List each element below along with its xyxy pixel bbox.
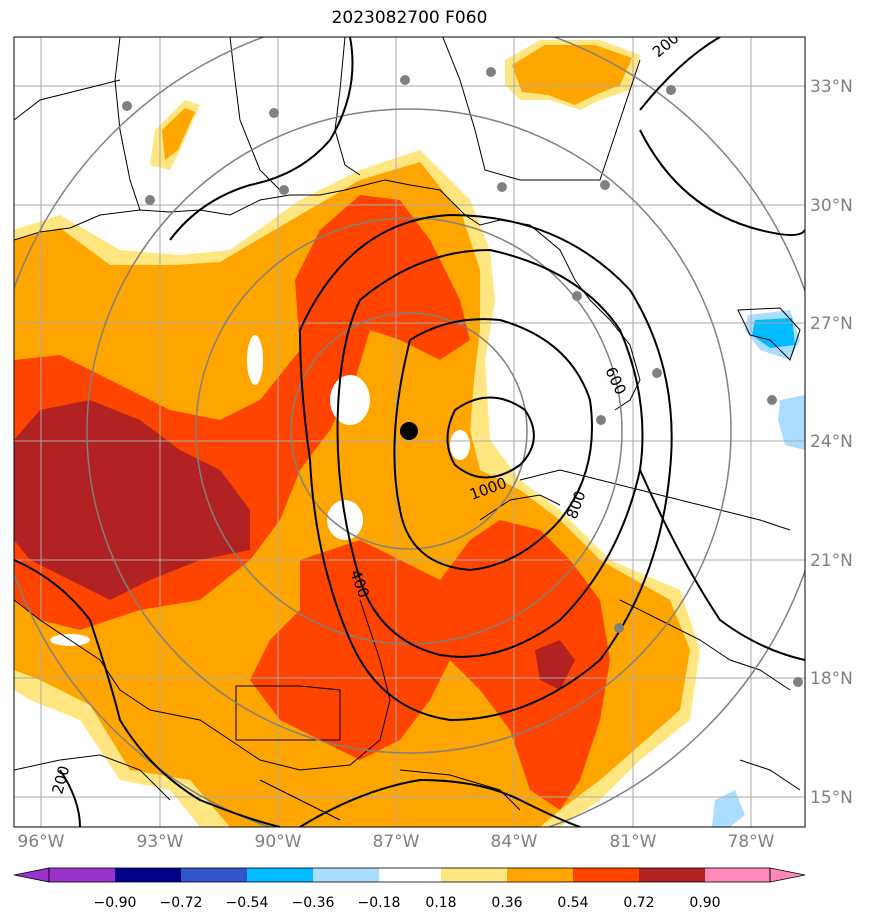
shade-cyan-east bbox=[752, 318, 795, 348]
shade-darkred bbox=[14, 400, 250, 600]
station-marker bbox=[486, 67, 496, 77]
colorbar-segment bbox=[639, 868, 705, 882]
colorbar-label: 0.90 bbox=[689, 895, 720, 911]
station-marker bbox=[572, 291, 582, 301]
contour-600 bbox=[336, 248, 644, 658]
colorbar-segment bbox=[247, 868, 313, 882]
colorbar-segment bbox=[507, 868, 573, 882]
lat-ticks: 33°N 30°N 27°N 24°N 21°N 18°N 15°N bbox=[810, 77, 853, 808]
lon-tick-label: 90°W bbox=[255, 832, 302, 852]
map-frame bbox=[13, 36, 806, 828]
colorbar-segment bbox=[49, 868, 115, 882]
colorbar-segment bbox=[181, 868, 247, 882]
colorbar-label: 0.18 bbox=[425, 895, 456, 911]
lat-tick-label: 15°N bbox=[810, 788, 853, 808]
station-marker bbox=[497, 182, 507, 192]
contour-200-north bbox=[169, 37, 354, 241]
station-marker bbox=[614, 623, 624, 633]
storm-center-marker bbox=[400, 422, 418, 440]
colorbar-label: 0.36 bbox=[491, 895, 522, 911]
colorbar-label: −0.90 bbox=[94, 895, 137, 911]
colorbar-extend-low bbox=[13, 867, 50, 883]
lon-ticks: 96°W 93°W 90°W 87°W 84°W 81°W 78°W bbox=[18, 832, 775, 852]
colorbar-segment bbox=[379, 868, 441, 882]
lon-tick-label: 81°W bbox=[610, 832, 657, 852]
colorbar-segment bbox=[313, 868, 379, 882]
colorbar-label: −0.36 bbox=[292, 895, 335, 911]
lon-tick-label: 84°W bbox=[491, 832, 538, 852]
colorbar-segment bbox=[441, 868, 507, 882]
colorbar-label: −0.72 bbox=[160, 895, 203, 911]
contour-200-ne bbox=[639, 37, 721, 111]
station-marker bbox=[122, 101, 132, 111]
shade-hole-4 bbox=[247, 335, 263, 385]
contour-200-sw bbox=[59, 769, 81, 827]
contour-200-south bbox=[299, 778, 581, 827]
lat-tick-label: 30°N bbox=[810, 196, 853, 216]
shaded-field bbox=[14, 40, 805, 827]
contour-200-se bbox=[639, 469, 805, 661]
shade-hole-1 bbox=[330, 375, 370, 425]
station-marker bbox=[279, 185, 289, 195]
station-marker bbox=[596, 415, 606, 425]
shade-blue-se bbox=[778, 395, 805, 450]
station-marker bbox=[400, 75, 410, 85]
map-area: 200 400 600 800 1000 200 bbox=[14, 37, 805, 827]
contour-1000 bbox=[446, 396, 535, 479]
station-marker bbox=[652, 368, 662, 378]
contour-800 bbox=[393, 318, 593, 572]
contours bbox=[14, 37, 805, 827]
shade-blue-south bbox=[712, 790, 745, 827]
lon-tick-label: 93°W bbox=[137, 832, 184, 852]
station-marker bbox=[600, 180, 610, 190]
station-marker bbox=[793, 677, 803, 687]
shade-orange-nw bbox=[162, 108, 195, 160]
colorbar-extend-high bbox=[769, 867, 806, 883]
colorbar-segment bbox=[573, 868, 639, 882]
map-title: 2023082700 F060 bbox=[331, 8, 488, 28]
contour-200-east bbox=[639, 129, 805, 236]
range-rings bbox=[14, 37, 805, 827]
lat-tick-label: 33°N bbox=[810, 77, 853, 97]
lat-tick-label: 24°N bbox=[810, 432, 853, 452]
colorbar-segment bbox=[705, 868, 770, 882]
colorbar: −0.90 −0.72 −0.54 −0.36 −0.18 0.18 0.36 … bbox=[13, 867, 806, 911]
lat-tick-label: 27°N bbox=[810, 314, 853, 334]
coastlines bbox=[14, 37, 801, 821]
lat-tick-label: 21°N bbox=[810, 551, 853, 571]
station-marker bbox=[269, 108, 279, 118]
stations bbox=[122, 67, 803, 687]
station-marker bbox=[767, 395, 777, 405]
colorbar-label: −0.54 bbox=[226, 895, 269, 911]
lon-tick-label: 96°W bbox=[18, 832, 65, 852]
colorbar-segment bbox=[115, 868, 181, 882]
lon-tick-label: 87°W bbox=[373, 832, 420, 852]
lat-tick-label: 18°N bbox=[810, 669, 853, 689]
station-marker bbox=[666, 85, 676, 95]
lon-tick-label: 78°W bbox=[728, 832, 775, 852]
colorbar-label: −0.18 bbox=[358, 895, 401, 911]
colorbar-label: 0.54 bbox=[557, 895, 588, 911]
shade-hole-2 bbox=[450, 430, 470, 460]
contour-200-west bbox=[14, 559, 281, 827]
shade-orange-ne bbox=[512, 45, 632, 105]
station-marker bbox=[145, 195, 155, 205]
colorbar-label: 0.72 bbox=[623, 895, 654, 911]
